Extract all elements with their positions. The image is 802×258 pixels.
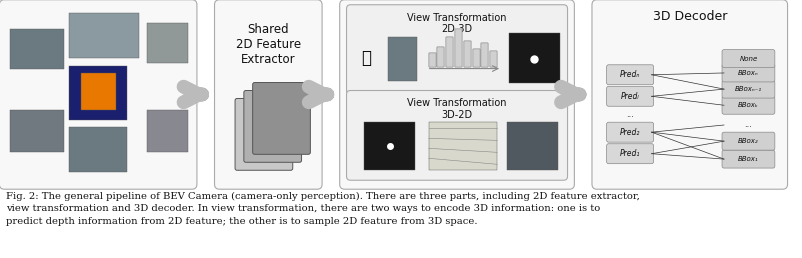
- FancyBboxPatch shape: [244, 91, 302, 162]
- Bar: [437, 47, 444, 67]
- Text: View Transformation
3D-2D: View Transformation 3D-2D: [407, 99, 507, 120]
- Bar: [455, 29, 462, 67]
- Bar: [69, 66, 128, 120]
- Bar: [446, 37, 453, 67]
- Text: None: None: [739, 55, 758, 62]
- Bar: [10, 29, 64, 69]
- Bar: [80, 72, 115, 110]
- Bar: [472, 49, 480, 67]
- FancyBboxPatch shape: [722, 132, 775, 150]
- FancyBboxPatch shape: [214, 0, 322, 189]
- Bar: [429, 122, 497, 170]
- FancyBboxPatch shape: [606, 65, 654, 85]
- FancyBboxPatch shape: [340, 0, 574, 189]
- Bar: [481, 43, 488, 67]
- FancyBboxPatch shape: [722, 64, 775, 82]
- Bar: [437, 47, 444, 67]
- Text: ...: ...: [744, 120, 752, 130]
- FancyBboxPatch shape: [606, 122, 654, 142]
- FancyBboxPatch shape: [235, 99, 293, 170]
- FancyBboxPatch shape: [0, 0, 197, 189]
- Text: Shared
2D Feature
Extractor: Shared 2D Feature Extractor: [236, 23, 301, 66]
- Bar: [147, 110, 188, 152]
- Bar: [429, 53, 435, 67]
- Bar: [69, 13, 140, 58]
- Bar: [481, 43, 488, 67]
- Text: ...: ...: [626, 110, 634, 119]
- Text: Predₗ: Predₗ: [621, 92, 639, 101]
- FancyBboxPatch shape: [253, 83, 310, 154]
- Bar: [364, 122, 415, 170]
- FancyBboxPatch shape: [722, 150, 775, 168]
- Bar: [490, 51, 497, 67]
- Text: BBoxₙ: BBoxₙ: [738, 70, 759, 76]
- FancyBboxPatch shape: [346, 91, 568, 180]
- FancyBboxPatch shape: [592, 0, 788, 189]
- Text: BBox₂: BBox₂: [738, 138, 759, 144]
- Bar: [490, 51, 497, 67]
- Text: Fig. 2: The general pipeline of BEV Camera (camera-only perception). There are t: Fig. 2: The general pipeline of BEV Came…: [6, 192, 640, 226]
- Bar: [10, 110, 64, 152]
- Bar: [147, 23, 188, 63]
- FancyBboxPatch shape: [606, 86, 654, 106]
- FancyBboxPatch shape: [606, 144, 654, 164]
- Text: BBoxₙ₋₁: BBoxₙ₋₁: [735, 86, 762, 92]
- Bar: [508, 33, 560, 83]
- Bar: [387, 37, 417, 80]
- FancyBboxPatch shape: [346, 5, 568, 94]
- Text: View Transformation
2D-3D: View Transformation 2D-3D: [407, 13, 507, 34]
- Bar: [446, 37, 453, 67]
- Text: BBox₁: BBox₁: [738, 156, 759, 162]
- Bar: [429, 53, 435, 67]
- Text: 🎥: 🎥: [361, 49, 371, 67]
- Text: Pred₁: Pred₁: [620, 149, 640, 158]
- Bar: [69, 127, 128, 172]
- Bar: [464, 41, 471, 67]
- FancyBboxPatch shape: [722, 80, 775, 98]
- Text: Predₙ: Predₙ: [620, 70, 640, 79]
- Text: BBoxₖ: BBoxₖ: [738, 102, 759, 108]
- Text: Pred₂: Pred₂: [620, 128, 640, 137]
- Bar: [472, 49, 480, 67]
- Bar: [507, 122, 557, 170]
- FancyBboxPatch shape: [722, 96, 775, 114]
- FancyBboxPatch shape: [722, 50, 775, 68]
- Bar: [464, 41, 471, 67]
- Bar: [455, 29, 462, 67]
- Text: 3D Decoder: 3D Decoder: [653, 10, 727, 23]
